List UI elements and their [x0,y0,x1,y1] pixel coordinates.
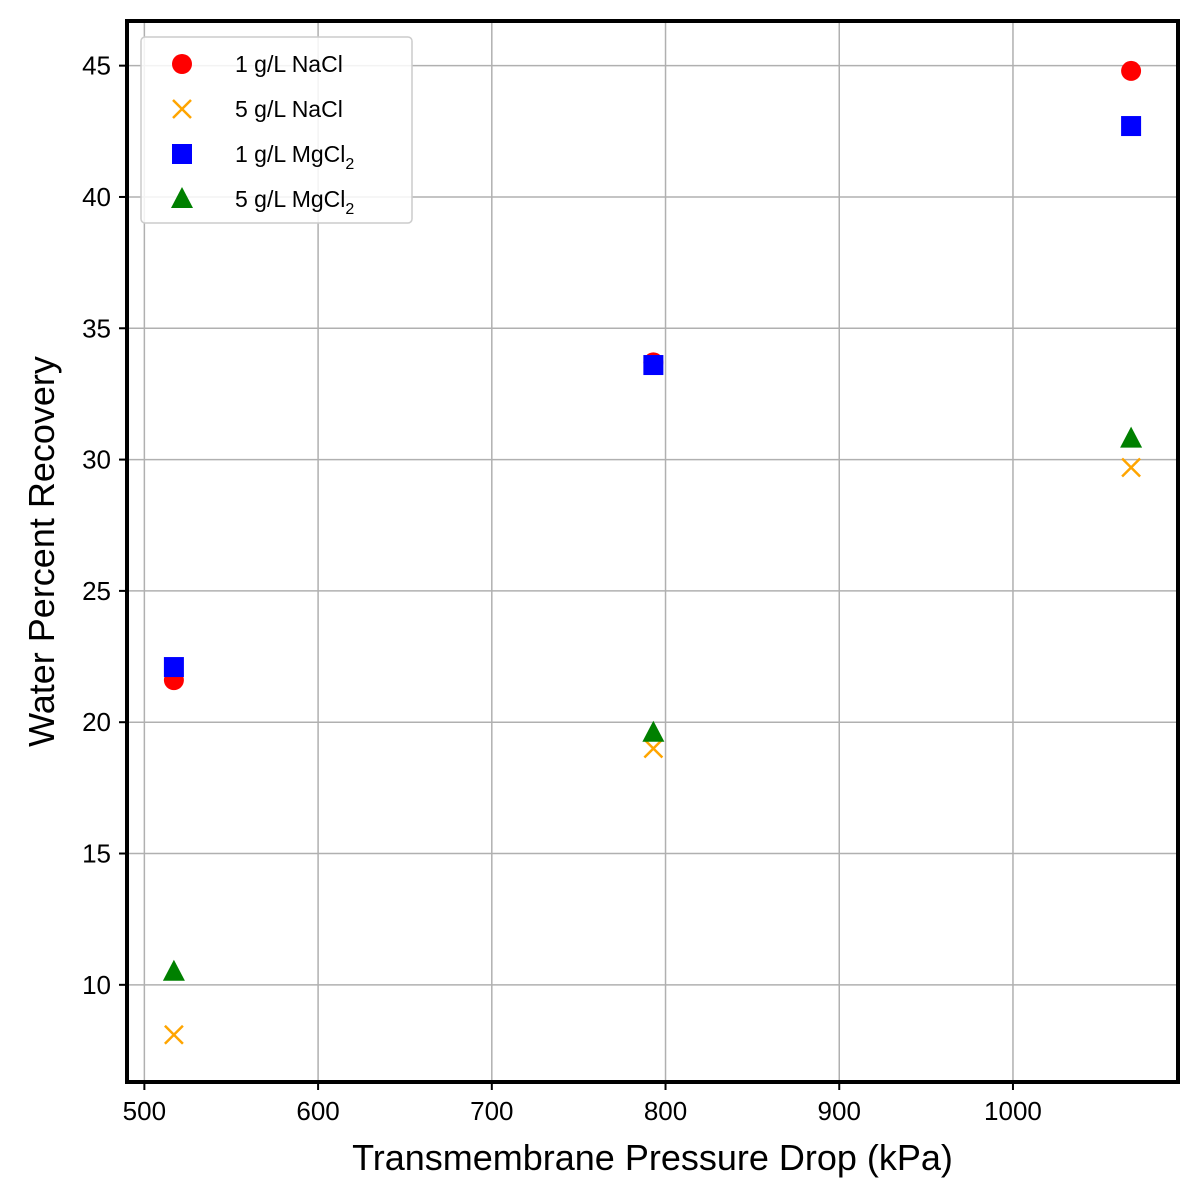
y-tick-label: 15 [82,839,111,869]
legend-label: 5 g/L NaCl [235,96,343,122]
legend-marker-triangle [171,187,193,208]
y-tick-label: 35 [82,313,111,343]
x-tick-label: 1000 [984,1096,1042,1126]
legend-label: 1 g/L MgCl2 [235,141,354,173]
data-point-square [163,657,184,678]
plot-frame [125,19,1180,1084]
x-tick-label: 700 [470,1096,513,1126]
data-point-x [1121,457,1141,478]
y-tick-label: 25 [82,576,111,606]
x-tick-label: 800 [644,1096,687,1126]
y-tick-label: 10 [82,970,111,1000]
legend-marker-x [172,99,192,119]
legend: 1 g/L NaCl 5 g/L NaCl 1 g/L MgCl2 5 g/L MgC… [140,36,413,224]
data-point-x [164,1024,184,1045]
y-tick-label: 20 [82,707,111,737]
grid-lines [127,21,1178,1082]
data-point-square [1121,116,1142,137]
y-tick-label: 45 [82,51,111,81]
data-point-triangle [1120,426,1143,448]
legend-marker-circle [172,54,192,74]
data-point-square [643,355,664,376]
data-point-x [643,738,664,759]
x-tick-label: 500 [123,1096,166,1126]
x-axis-ticks: 500 600 700 800 900 1000 [123,1082,1042,1126]
legend-label: 1 g/L NaCl [235,51,343,77]
data-points [162,60,1143,1045]
legend-marker-square [172,144,192,164]
data-point-triangle [642,720,665,742]
x-axis-label: Transmembrane Pressure Drop (kPa) [352,1137,953,1178]
y-axis-label: Water Percent Recovery [21,356,62,747]
data-point-circle [1121,60,1142,81]
legend-label: 5 g/L MgCl2 [235,186,354,218]
legend-box [140,36,413,224]
x-tick-label: 900 [818,1096,861,1126]
x-tick-label: 600 [296,1096,339,1126]
y-tick-label: 40 [82,182,111,212]
y-tick-label: 30 [82,445,111,475]
y-axis-ticks: 10 15 20 25 30 35 40 45 [82,51,127,1000]
data-point-triangle [162,959,185,981]
